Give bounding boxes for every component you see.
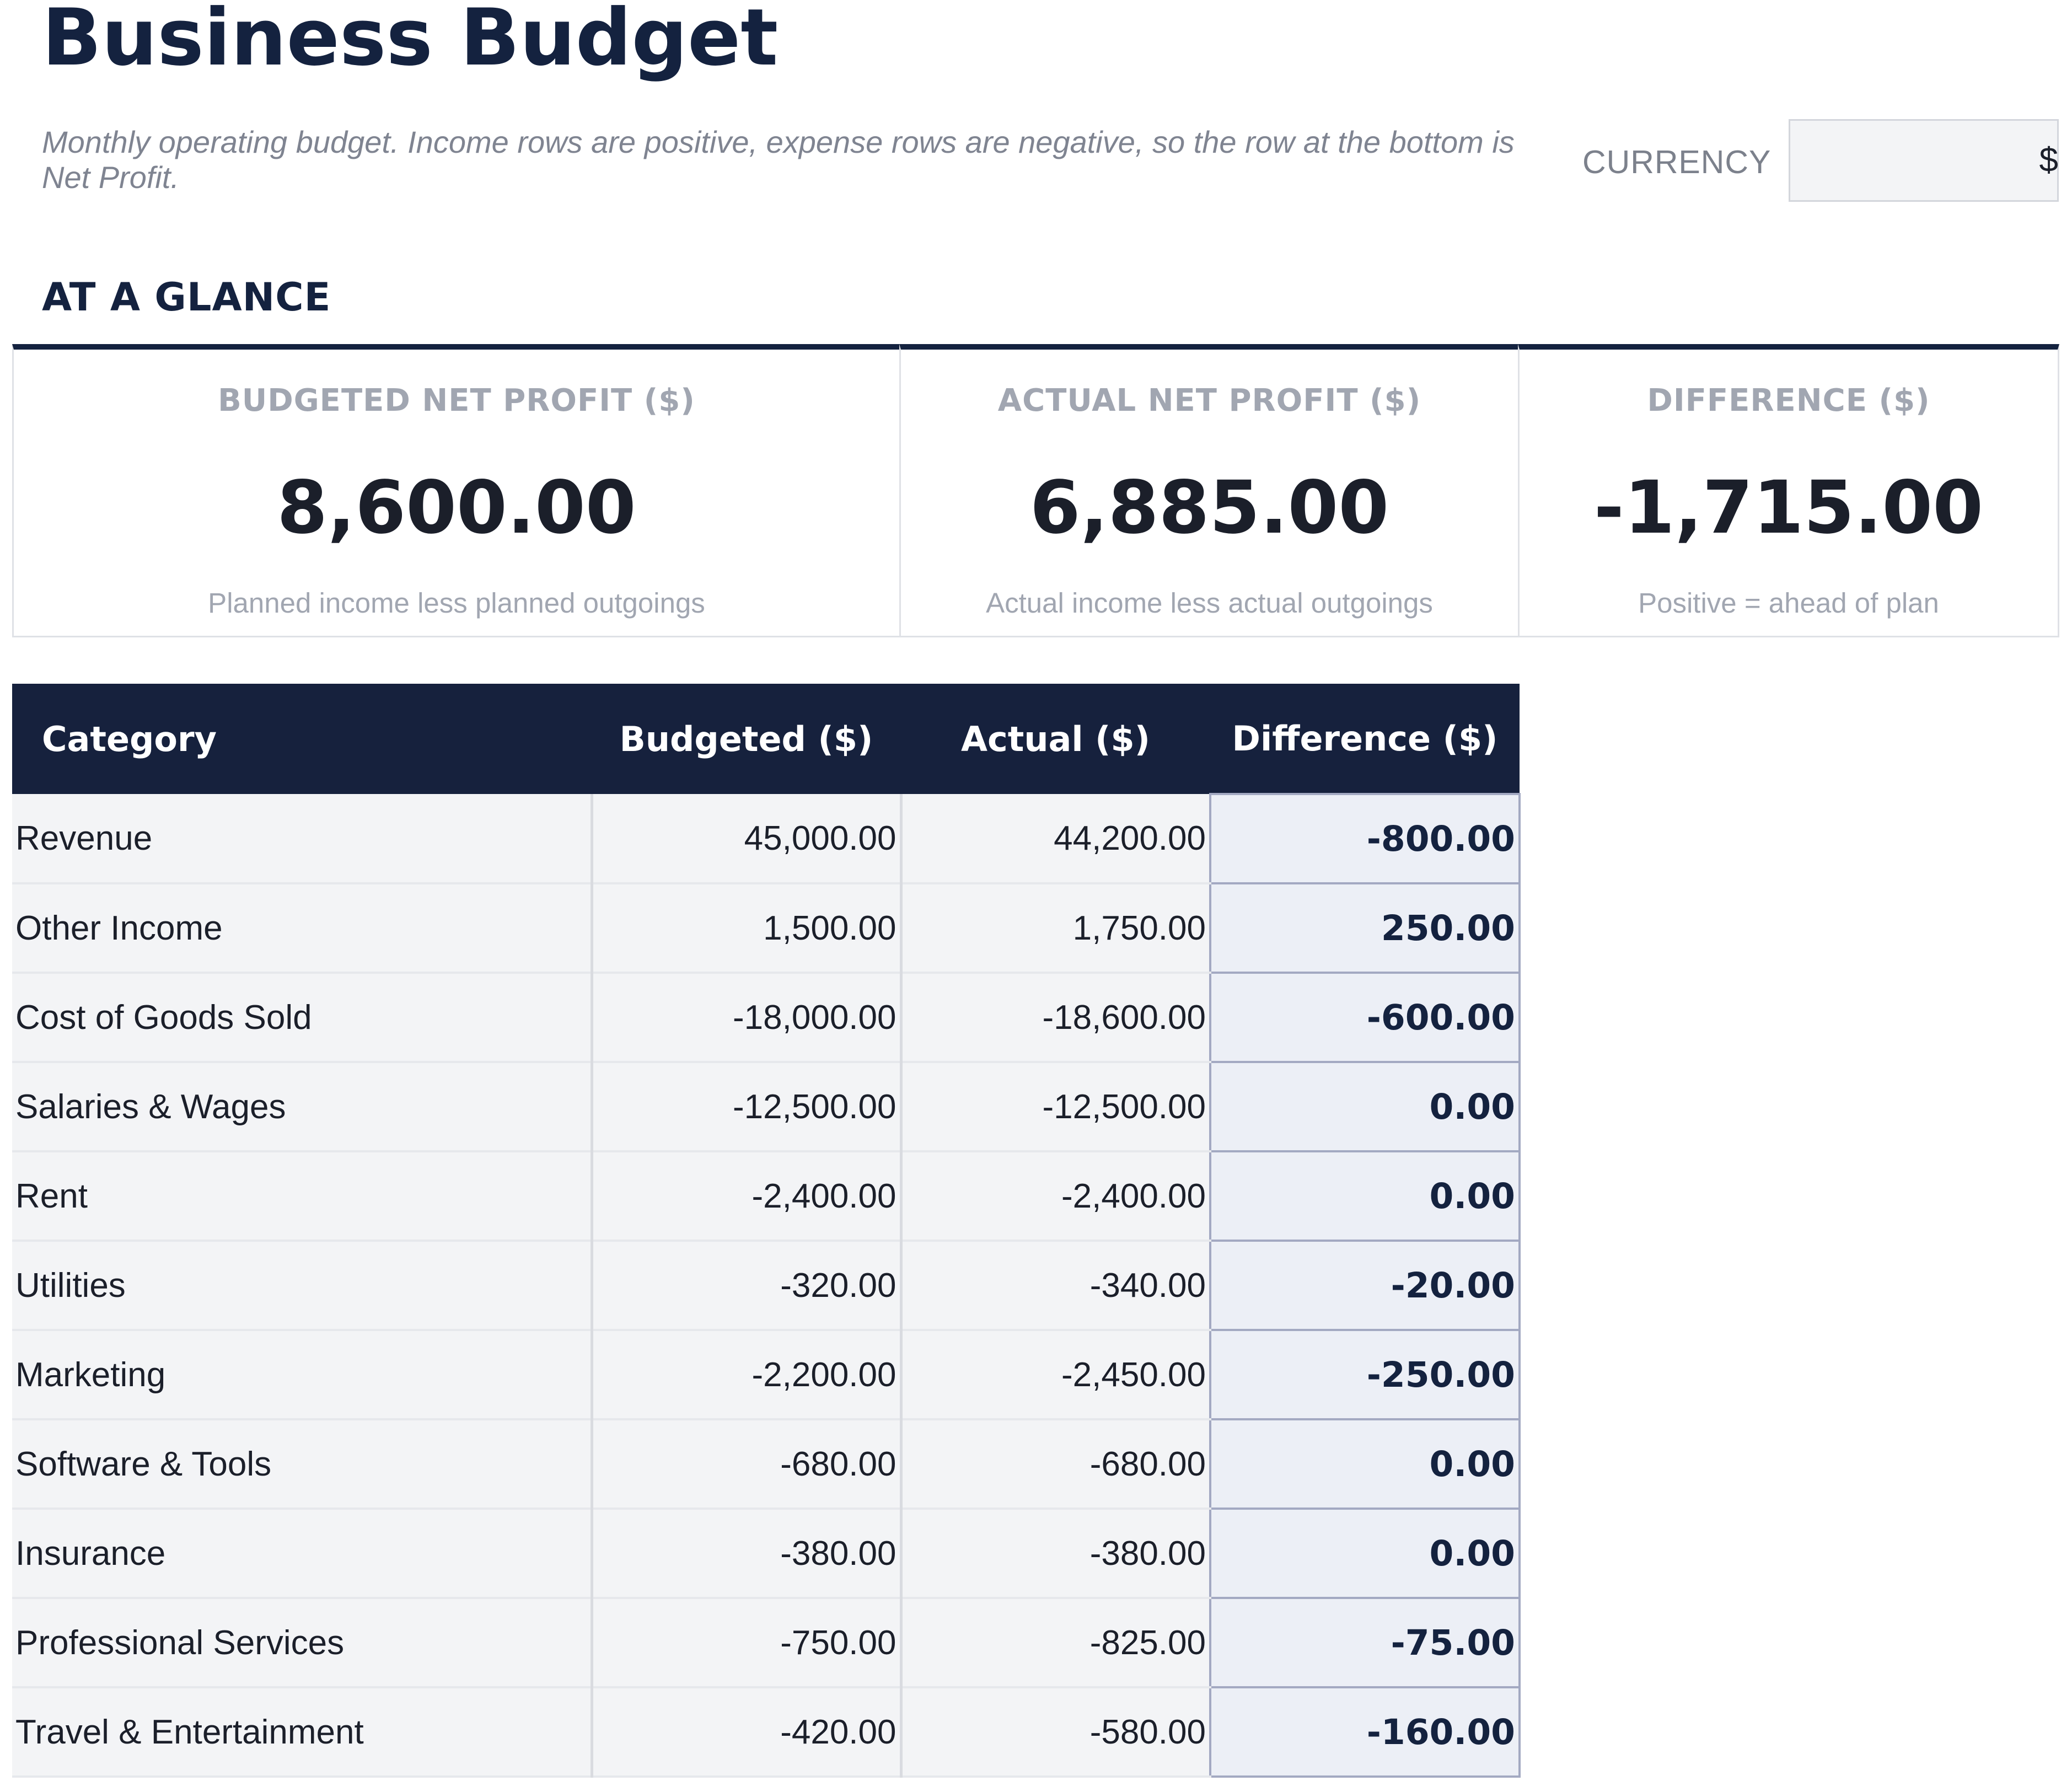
table-row: Other Income 1,500.00 1,750.00 250.00	[12, 882, 1521, 974]
budgeted-cell[interactable]: -420.00	[590, 1687, 901, 1778]
category-cell[interactable]: Insurance	[12, 1509, 592, 1599]
table-row: Cost of Goods Sold -18,000.00 -18,600.00 -6…	[12, 972, 1521, 1063]
table-header-row: Category Budgeted ($) Actual ($) Differe…	[12, 684, 1520, 794]
kpi-value: 6,885.00	[1029, 465, 1389, 550]
category-cell[interactable]: Professional Services	[12, 1598, 592, 1688]
difference-cell: 0.00	[1209, 1150, 1521, 1242]
difference-cell: -20.00	[1209, 1240, 1521, 1331]
category-cell[interactable]: Rent	[12, 1151, 592, 1242]
actual-cell[interactable]: 44,200.00	[899, 794, 1210, 884]
actual-cell[interactable]: -18,600.00	[899, 973, 1210, 1063]
difference-cell: -800.00	[1209, 793, 1521, 884]
budget-table: Category Budgeted ($) Actual ($) Differe…	[12, 684, 1521, 1778]
budgeted-cell[interactable]: -18,000.00	[590, 973, 901, 1063]
budgeted-cell[interactable]: -12,500.00	[590, 1062, 901, 1152]
table-row: Marketing -2,200.00 -2,450.00 -250.00	[12, 1329, 1521, 1420]
category-cell[interactable]: Software & Tools	[12, 1419, 592, 1510]
kpi-label: BUDGETED NET PROFIT ($)	[218, 383, 695, 419]
difference-cell: -250.00	[1209, 1329, 1521, 1420]
category-cell[interactable]: Salaries & Wages	[12, 1062, 592, 1152]
category-cell[interactable]: Cost of Goods Sold	[12, 973, 592, 1063]
difference-cell: -160.00	[1209, 1686, 1521, 1778]
page-title: Business Budget	[42, 0, 779, 83]
table-row: Revenue 45,000.00 44,200.00 -800.00	[12, 793, 1521, 884]
budgeted-cell[interactable]: -320.00	[590, 1241, 901, 1331]
kpi-card-difference: DIFFERENCE ($) -1,715.00 Positive = ahea…	[1518, 344, 2059, 637]
budgeted-cell[interactable]: -680.00	[590, 1419, 901, 1510]
difference-cell: 0.00	[1209, 1508, 1521, 1599]
difference-cell: -75.00	[1209, 1597, 1521, 1688]
table-row: Software & Tools -680.00 -680.00 0.00	[12, 1418, 1521, 1510]
category-cell[interactable]: Other Income	[12, 883, 592, 974]
kpi-note: Actual income less actual outgoings	[986, 587, 1433, 619]
category-cell[interactable]: Utilities	[12, 1241, 592, 1331]
actual-cell[interactable]: -380.00	[899, 1509, 1210, 1599]
difference-cell: 0.00	[1209, 1418, 1521, 1510]
kpi-label: ACTUAL NET PROFIT ($)	[997, 383, 1421, 419]
budgeted-cell[interactable]: 45,000.00	[590, 794, 901, 884]
actual-cell[interactable]: -825.00	[899, 1598, 1210, 1688]
difference-cell: -600.00	[1209, 972, 1521, 1063]
category-cell[interactable]: Revenue	[12, 794, 592, 884]
kpi-note: Positive = ahead of plan	[1638, 587, 1939, 619]
kpi-value: -1,715.00	[1593, 465, 1984, 550]
page-subtitle: Monthly operating budget. Income rows ar…	[42, 125, 1515, 195]
budgeted-cell[interactable]: -750.00	[590, 1598, 901, 1688]
budgeted-cell[interactable]: -2,200.00	[590, 1330, 901, 1420]
kpi-value: 8,600.00	[277, 465, 636, 550]
kpi-label: DIFFERENCE ($)	[1647, 383, 1930, 419]
table-row: Insurance -380.00 -380.00 0.00	[12, 1508, 1521, 1599]
difference-cell: 0.00	[1209, 1061, 1521, 1152]
column-header-difference: Difference ($)	[1210, 684, 1520, 794]
table-row: Salaries & Wages -12,500.00 -12,500.00 0.00	[12, 1061, 1521, 1152]
column-header-budgeted: Budgeted ($)	[592, 684, 901, 794]
budgeted-cell[interactable]: -2,400.00	[590, 1151, 901, 1242]
actual-cell[interactable]: -2,450.00	[899, 1330, 1210, 1420]
kpi-card-budgeted: BUDGETED NET PROFIT ($) 8,600.00 Planned…	[12, 344, 901, 637]
budgeted-cell[interactable]: 1,500.00	[590, 883, 901, 974]
kpi-card-actual: ACTUAL NET PROFIT ($) 6,885.00 Actual in…	[899, 344, 1520, 637]
currency-label: CURRENCY	[1582, 144, 1772, 180]
table-row: Utilities -320.00 -340.00 -20.00	[12, 1240, 1521, 1331]
table-row: Rent -2,400.00 -2,400.00 0.00	[12, 1150, 1521, 1242]
difference-cell: 250.00	[1209, 882, 1521, 974]
actual-cell[interactable]: -12,500.00	[899, 1062, 1210, 1152]
section-heading-at-a-glance: AT A GLANCE	[42, 275, 331, 320]
column-header-actual: Actual ($)	[901, 684, 1210, 794]
actual-cell[interactable]: -340.00	[899, 1241, 1210, 1331]
actual-cell[interactable]: -680.00	[899, 1419, 1210, 1510]
currency-value: $	[2039, 141, 2058, 179]
category-cell[interactable]: Marketing	[12, 1330, 592, 1420]
actual-cell[interactable]: 1,750.00	[899, 883, 1210, 974]
category-cell[interactable]: Travel & Entertainment	[12, 1687, 592, 1778]
currency-input[interactable]: $	[1789, 119, 2059, 202]
actual-cell[interactable]: -2,400.00	[899, 1151, 1210, 1242]
actual-cell[interactable]: -580.00	[899, 1687, 1210, 1778]
budgeted-cell[interactable]: -380.00	[590, 1509, 901, 1599]
table-row: Professional Services -750.00 -825.00 -75.0…	[12, 1597, 1521, 1688]
table-row: Travel & Entertainment -420.00 -580.00 -160…	[12, 1686, 1521, 1778]
column-header-category: Category	[12, 684, 592, 794]
kpi-note: Planned income less planned outgoings	[208, 587, 705, 619]
